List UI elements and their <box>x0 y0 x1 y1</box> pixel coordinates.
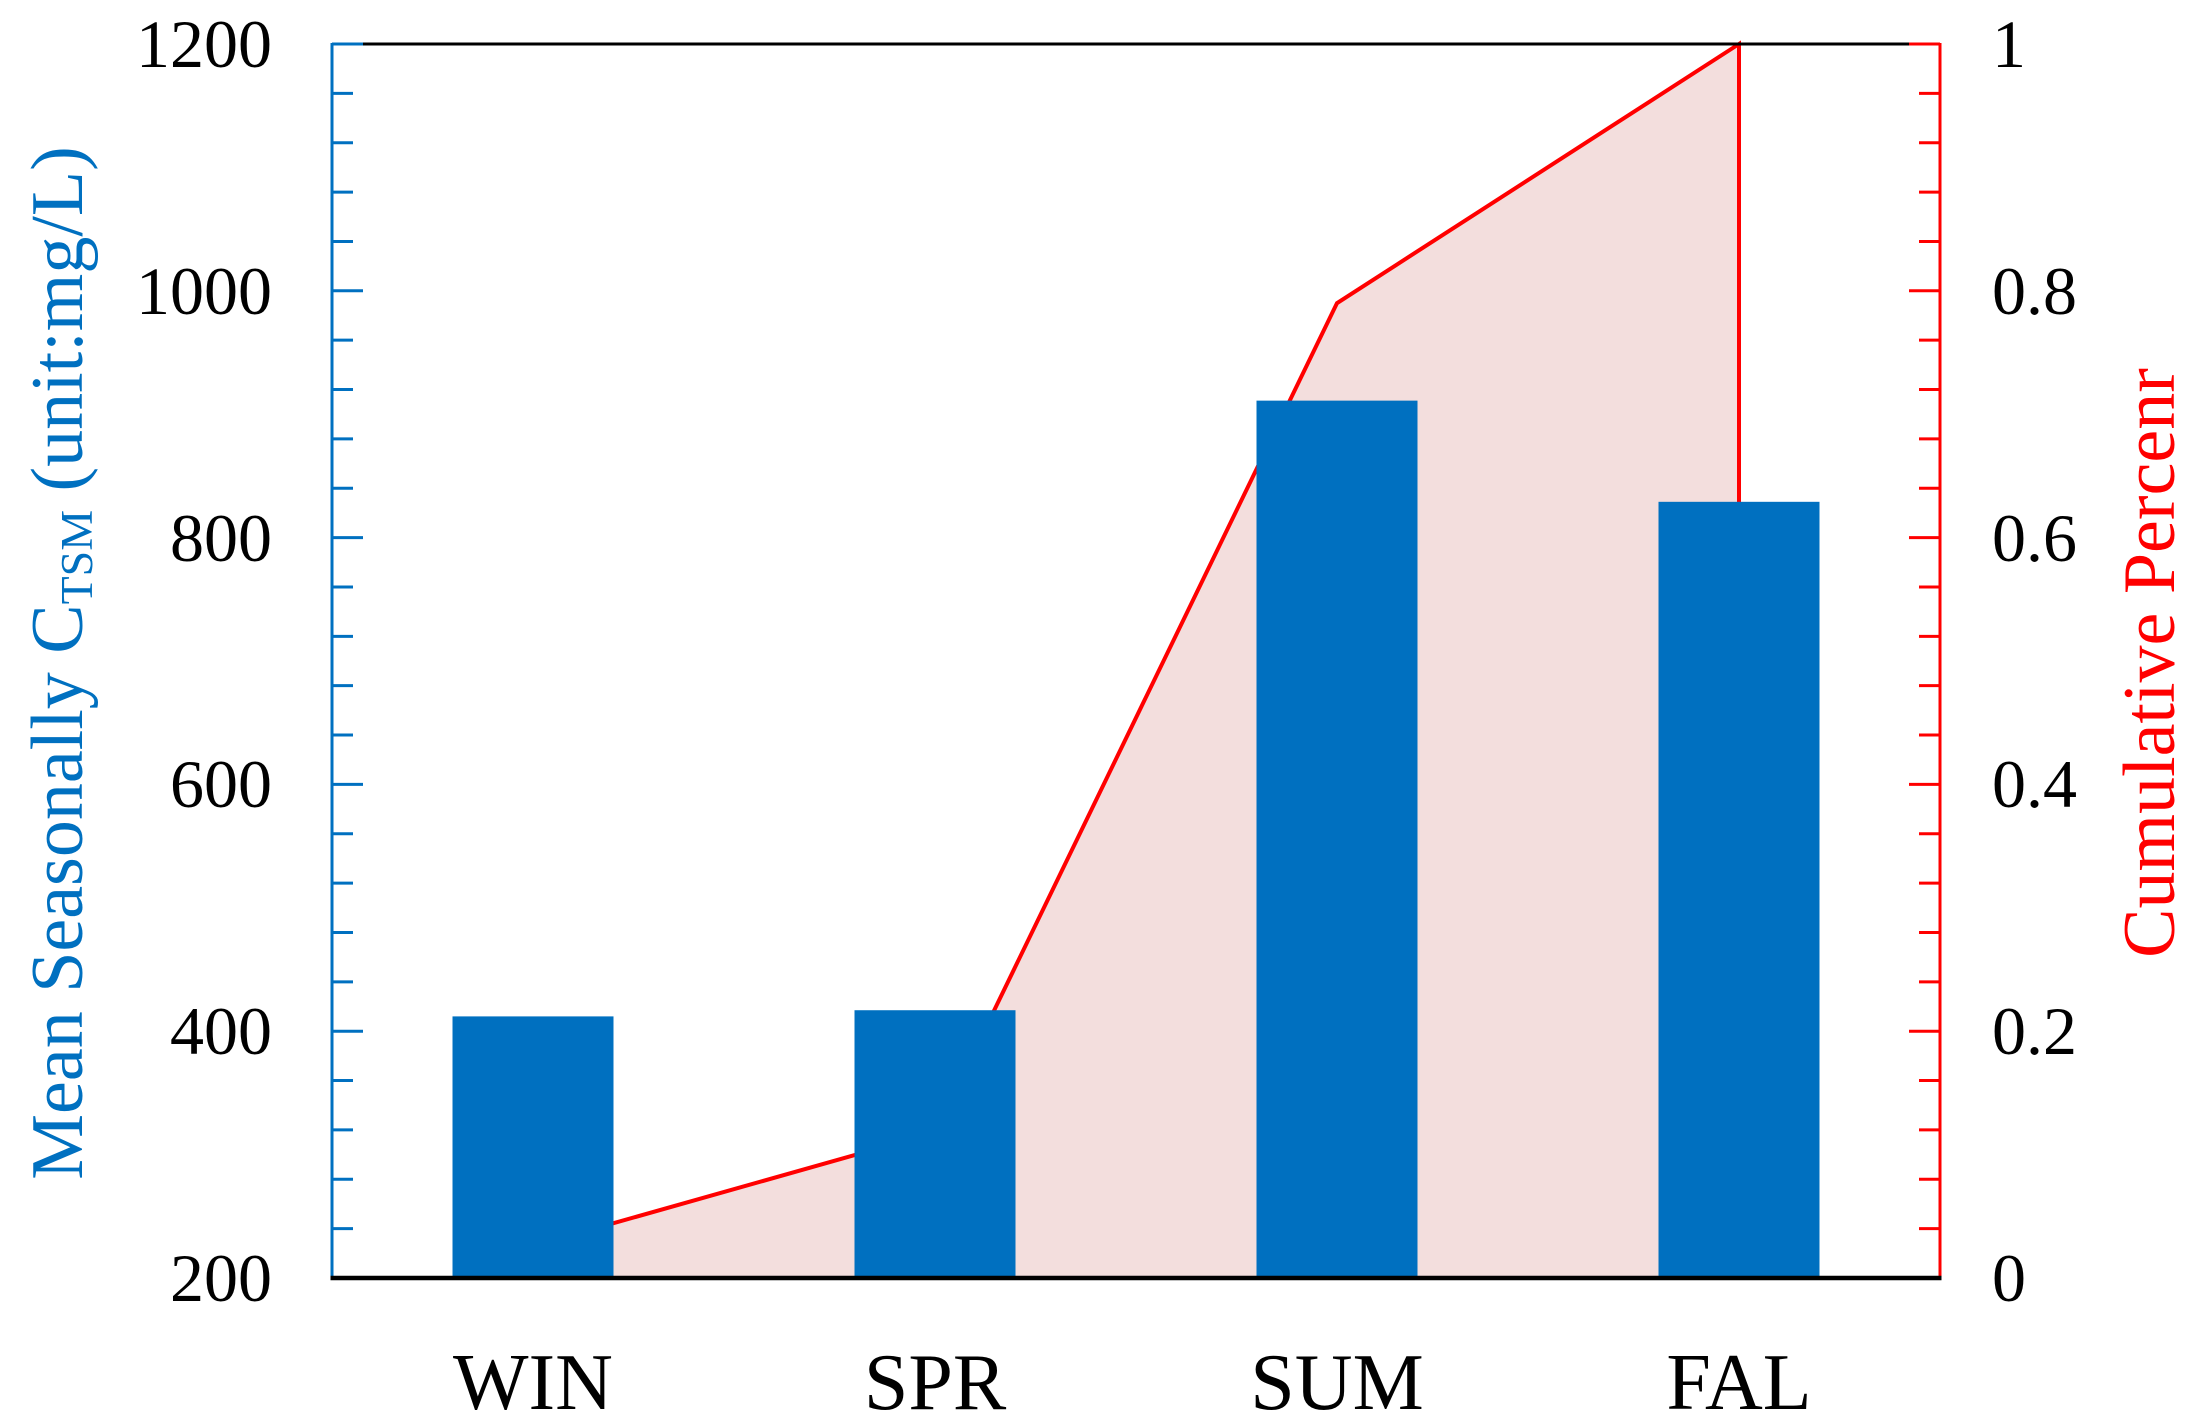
x-category-label: FAL <box>1666 1339 1812 1427</box>
left-tick-label: 800 <box>170 499 272 576</box>
bar-fal <box>1658 501 1820 1279</box>
left-tick-label: 600 <box>170 746 272 823</box>
x-category-label: WIN <box>453 1339 613 1427</box>
left-tick-label: 1000 <box>136 252 272 329</box>
right-tick-label: 0.6 <box>1992 499 2077 576</box>
right-tick-label: 1 <box>1992 6 2026 82</box>
left-tick-label: 1200 <box>136 6 272 82</box>
left-tick-label: 400 <box>170 993 272 1070</box>
right-tick-label: 0.2 <box>1992 993 2077 1070</box>
cumulative-area <box>533 44 1739 1278</box>
cumulative-line <box>532 40 1741 1278</box>
right-tick-label: 0 <box>1992 1240 2026 1316</box>
right-tick-label: 0.8 <box>1992 252 2077 329</box>
x-category-label: SUM <box>1250 1339 1424 1427</box>
bar-spr <box>854 1010 1016 1278</box>
x-category-label: SPR <box>863 1339 1007 1427</box>
right-tick-label: 0.4 <box>1992 746 2077 823</box>
bar-win <box>452 1016 614 1278</box>
left-tick-label: 200 <box>170 1240 272 1316</box>
bar-sum <box>1256 400 1418 1279</box>
